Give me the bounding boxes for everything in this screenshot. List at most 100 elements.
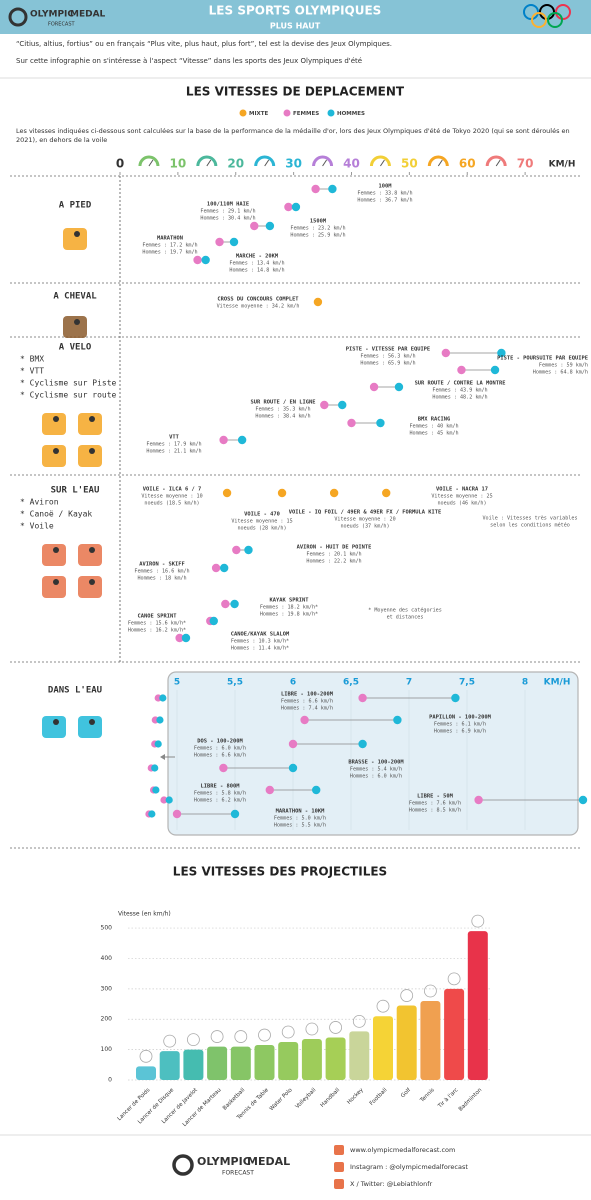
event-detail: Femmes : 7.6 km/h — [409, 801, 461, 807]
event-detail: Hommes : 65.9 km/h — [360, 361, 415, 367]
men-dot — [201, 255, 210, 265]
women-dot-overview — [160, 796, 168, 804]
event-detail: Femmes : 6.0 km/h — [194, 746, 246, 752]
event-detail: Femmes : 5.8 km/h — [194, 791, 246, 797]
x-tick-label: Volleyball — [295, 1087, 318, 1110]
footer-icon — [334, 1179, 344, 1189]
group-item: * VTT — [20, 367, 44, 376]
legend-label: HOMMES — [337, 111, 365, 117]
logo-brand: OLYMPIC — [197, 1155, 251, 1168]
women-dot — [232, 545, 241, 555]
bar — [278, 1042, 299, 1080]
event-title: VOILE - 470 — [244, 512, 280, 518]
sport-icon-head — [53, 579, 59, 585]
sport-icon — [42, 445, 66, 467]
gauge-icon — [485, 155, 507, 167]
header-logo: OLYMPIC MEDAL FORECAST — [8, 7, 106, 28]
zoom-tick-label: 7,5 — [459, 678, 475, 688]
event-detail: Hommes : 8.5 km/h — [409, 808, 461, 814]
ball-icon — [471, 914, 485, 928]
event-detail: Hommes : 48.2 km/h — [432, 395, 487, 401]
y-tick-label: 0 — [108, 1077, 112, 1084]
event-detail: noeuds (37 km/h) — [340, 524, 389, 530]
event-title: VTT — [169, 435, 179, 441]
legend-swatch — [283, 109, 291, 117]
footer-icon — [334, 1162, 344, 1172]
sport-icon-head — [89, 448, 95, 454]
sport-icon — [78, 445, 102, 467]
women-dot — [172, 809, 182, 819]
group-item: * Cyclisme sur Piste — [20, 379, 117, 388]
event-detail: Hommes : 38.4 km/h — [255, 414, 310, 420]
group-label: A PIED — [59, 201, 92, 211]
event-detail: noeuds (28 km/h) — [237, 526, 286, 532]
event-detail: Hommes : 22.2 km/h — [306, 559, 361, 565]
mixed-dot — [382, 488, 391, 498]
event-detail: Hommes : 19.8 km/h* — [260, 612, 318, 618]
men-dot — [490, 365, 500, 375]
sport-icon — [42, 716, 66, 738]
gauge-needle — [495, 159, 501, 167]
event-title: PISTE - VITESSE PAR EQUIPE — [346, 347, 430, 353]
men-dot — [288, 763, 298, 773]
gauge-needle — [437, 159, 443, 167]
event-title: 100M — [379, 184, 393, 190]
mixed-dot — [222, 488, 232, 498]
group-item: * BMX — [20, 355, 44, 364]
event-detail: Femmes : 20.1 km/h — [306, 552, 361, 558]
footer-link: Instagram : @olympicmedalforecast — [350, 1163, 468, 1171]
logo-brand: OLYMPIC — [30, 10, 74, 20]
event-detail: Femmes : 59 km/h — [539, 363, 588, 369]
men-dot-overview — [165, 796, 173, 804]
sport-icon-head — [74, 231, 80, 237]
event-detail: Hommes : 6.2 km/h — [194, 798, 246, 804]
men-dot-overview — [156, 716, 164, 724]
event-detail: Vitesse moyenne : 20 — [334, 517, 395, 523]
group-item: * Aviron — [20, 498, 59, 507]
sport-icon — [42, 576, 66, 598]
event-detail: Femmes : 18.2 km/h* — [260, 605, 318, 611]
ball-icon — [447, 972, 461, 986]
women-dot — [457, 365, 466, 375]
event-detail: Hommes : 21.1 km/h — [146, 449, 201, 455]
zoom-tick-label: 6 — [290, 678, 296, 688]
sport-icon — [78, 576, 102, 598]
ball-icon — [329, 1021, 343, 1034]
axis-unit: KM/H — [549, 160, 576, 170]
event-detail: Femmes : 17.2 km/h — [142, 243, 197, 249]
y-tick-label: 300 — [101, 985, 113, 992]
bar — [230, 1046, 251, 1080]
event-title: MARATHON - 10KM — [276, 809, 325, 815]
group-note: Voile : Vitesses très variables — [482, 515, 577, 522]
sport-icon-head — [89, 579, 95, 585]
group-note: selon les conditions météo — [490, 522, 570, 529]
event-detail: Femmes : 29.1 km/h — [200, 209, 255, 215]
event-title: VOILE - NACRA 17 — [436, 487, 488, 493]
ball-icon — [305, 1022, 319, 1036]
men-dot — [230, 809, 240, 819]
intro-paragraph: “Citius, altius, fortius” ou en français… — [16, 40, 393, 48]
footer-link: www.olympicmedalforecast.com — [350, 1146, 455, 1154]
event-detail: Femmes : 17.9 km/h — [146, 442, 201, 448]
zoom-arrow-head — [160, 754, 165, 760]
event-detail: Femmes : 43.9 km/h — [432, 388, 487, 394]
gauge-icon — [196, 155, 218, 167]
x-tick-label: 20 — [227, 157, 244, 171]
event-detail: noeuds (46 km/h) — [437, 501, 486, 507]
gauge-icon — [254, 155, 276, 167]
sport-icon — [63, 316, 87, 338]
men-dot — [181, 633, 191, 643]
event-title: LIBRE - 800M — [201, 784, 241, 790]
event-detail: Femmes : 15.6 km/h* — [128, 621, 186, 627]
bar — [254, 1045, 275, 1080]
bar — [301, 1038, 322, 1080]
women-dot — [441, 348, 451, 358]
event-detail: Femmes : 5.4 km/h — [350, 767, 402, 773]
zoom-tick-label: 5,5 — [227, 678, 243, 688]
event-title: KAYAK SPRINT — [270, 598, 310, 604]
men-dot-overview — [154, 740, 162, 748]
men-dot-overview — [148, 810, 156, 818]
x-tick-label: 60 — [459, 157, 476, 171]
women-dot — [284, 202, 293, 212]
